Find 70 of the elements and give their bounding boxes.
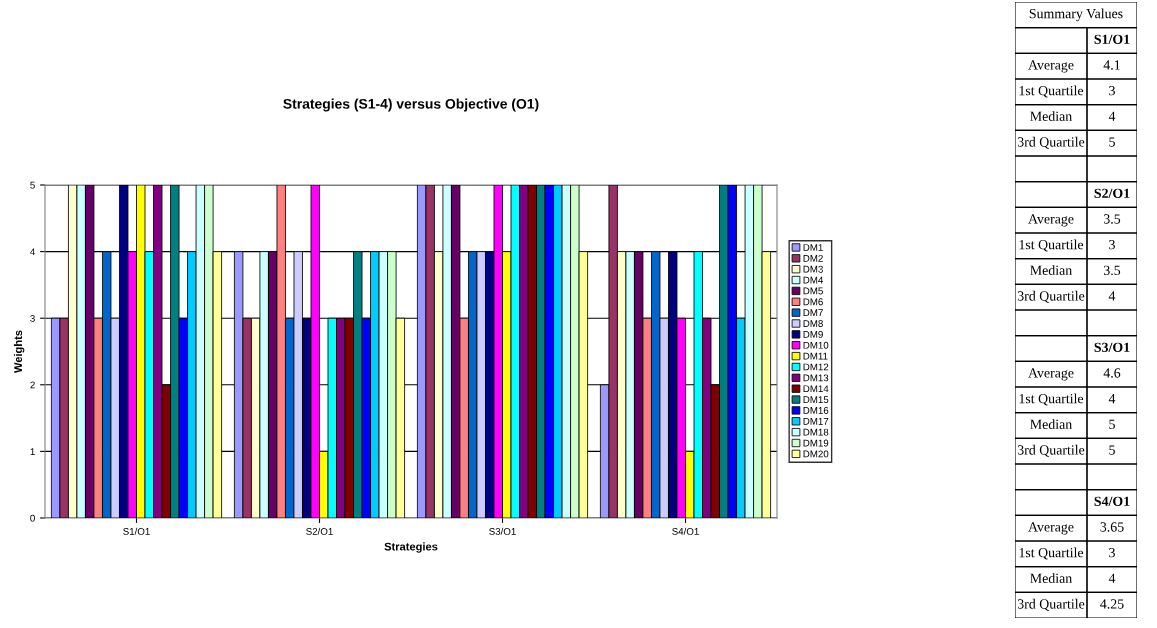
legend-label: DM16 [803, 407, 829, 414]
category-label: Median [1030, 419, 1072, 429]
text: 3.5 [1103, 214, 1121, 224]
x-axis-title: Strategies [384, 542, 438, 553]
category-label: Median [1030, 573, 1072, 583]
legend-label: DM20 [803, 450, 829, 458]
category-label: Average [1028, 522, 1074, 535]
text: Summary Values [1029, 8, 1123, 22]
text: 4 [1108, 394, 1116, 404]
category-label: 1st Quartile [1019, 85, 1084, 98]
text: 3 [1109, 239, 1115, 250]
legend-label: DM7 [803, 309, 823, 317]
legend-label: DM5 [803, 287, 823, 295]
text: 4.25 [1100, 599, 1124, 609]
x-tick-label: S1/O1 [123, 527, 150, 535]
legend-label: DM2 [803, 254, 823, 262]
y-tick-label: 5 [30, 181, 35, 189]
chart-title: Strategies (S1-4) versus Objective (O1) [283, 98, 539, 112]
category-label: S1/O1 [1094, 34, 1130, 44]
category-label: 3rd Quartile [1017, 136, 1085, 149]
legend-label: DM10 [803, 341, 829, 349]
legend-label: DM6 [803, 298, 823, 306]
category-label: Average [1028, 214, 1074, 227]
x-tick-label: S2/O1 [306, 527, 333, 535]
legend-label: DM14 [803, 385, 829, 393]
text: 4 [1108, 291, 1116, 301]
y-tick-label: 2 [30, 381, 35, 389]
text: 3 [1109, 547, 1115, 558]
category-label: S2/O1 [1094, 188, 1130, 198]
category-label: Average [1028, 60, 1074, 73]
category-label: 1st Quartile [1019, 239, 1084, 252]
legend-label: DM19 [803, 439, 829, 447]
text: 4 [1108, 573, 1116, 583]
text: 5 [1109, 419, 1115, 429]
category-label: 3rd Quartile [1017, 598, 1085, 611]
legend-label: DM9 [803, 330, 823, 338]
y-tick-label: 4 [30, 248, 35, 256]
text: 5 [1109, 445, 1115, 455]
text: 4.1 [1103, 60, 1120, 70]
category-label: 3rd Quartile [1017, 290, 1085, 303]
legend-label: DM11 [803, 352, 828, 360]
text: 4 [1108, 111, 1116, 121]
category-label: Median [1030, 111, 1072, 121]
text: 3.65 [1100, 522, 1124, 532]
legend-label: DM15 [803, 396, 829, 404]
x-tick-label: S3/O1 [489, 527, 516, 535]
category-label: Median [1030, 265, 1072, 275]
category-label: S3/O1 [1094, 342, 1130, 352]
category-label: 3rd Quartile [1017, 444, 1085, 457]
legend-label: DM18 [803, 428, 829, 436]
text: 3.5 [1103, 265, 1121, 276]
category-label: 1st Quartile [1019, 547, 1084, 560]
category-label: Average [1028, 368, 1074, 381]
legend-label: DM13 [803, 374, 829, 382]
x-tick-label: S4/O1 [672, 527, 699, 535]
category-label: S4/O1 [1094, 496, 1130, 506]
legend-label: DM4 [803, 276, 824, 284]
text: 4.6 [1103, 368, 1121, 378]
y-axis-title: Weights [13, 330, 25, 373]
y-tick-label: 1 [30, 448, 35, 455]
y-tick-label: 3 [30, 314, 35, 322]
text: 5 [1109, 137, 1115, 147]
legend-label: DM12 [803, 363, 829, 371]
category-label: 1st Quartile [1019, 393, 1084, 406]
legend-label: DM3 [803, 265, 823, 273]
legend-label: DM17 [803, 417, 829, 425]
legend-label: DM8 [803, 320, 823, 327]
legend-label: DM1 [803, 244, 823, 251]
text: 3 [1109, 85, 1115, 96]
y-tick-label: 0 [30, 514, 35, 522]
